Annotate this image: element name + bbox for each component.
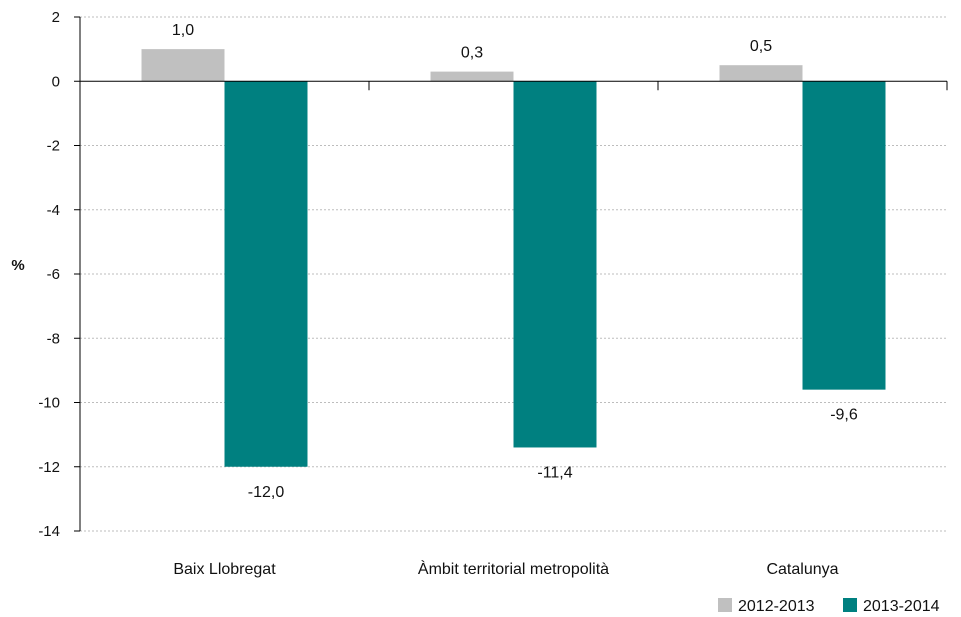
category-label: Baix Llobregat xyxy=(173,561,276,578)
data-label: 0,3 xyxy=(461,45,483,62)
legend-label: 2012-2013 xyxy=(738,598,815,615)
category-labels: Baix Llobregat Àmbit territorial metropol… xyxy=(173,559,838,578)
y-tick-label: -4 xyxy=(47,202,60,219)
bars xyxy=(141,49,886,467)
bar-2013-2014 xyxy=(513,81,597,448)
data-label: -12,0 xyxy=(248,484,285,501)
y-axis-ticks: 2 0 -2 -4 -6 -8 -10 -12 -14 xyxy=(38,9,948,540)
legend-label: 2013-2014 xyxy=(863,598,940,615)
legend-swatch xyxy=(843,598,857,612)
y-tick-label: -10 xyxy=(38,395,60,412)
bar-2012-2013 xyxy=(719,65,803,82)
y-axis-label: % xyxy=(11,257,24,274)
data-label: -9,6 xyxy=(830,407,858,424)
category-label: Àmbit territorial metropolità xyxy=(418,559,609,578)
y-tick-label: -6 xyxy=(47,266,60,283)
bar-2012-2013 xyxy=(430,71,514,82)
bar-2013-2014 xyxy=(224,81,308,467)
y-tick-label: -2 xyxy=(47,138,60,155)
data-label: 1,0 xyxy=(172,22,194,39)
legend-swatch xyxy=(718,598,732,612)
legend: 2012-2013 2013-2014 xyxy=(718,598,940,615)
y-tick-label: 2 xyxy=(52,9,60,26)
y-tick-label: -8 xyxy=(47,330,60,347)
y-tick-label: -12 xyxy=(38,459,60,476)
bar-2012-2013 xyxy=(141,49,225,82)
y-tick-label: 0 xyxy=(52,73,60,90)
data-label: -11,4 xyxy=(537,464,572,481)
y-tick-label: -14 xyxy=(38,523,60,540)
data-label: 0,5 xyxy=(750,38,772,55)
category-label: Catalunya xyxy=(766,561,838,578)
bar-2013-2014 xyxy=(802,81,886,390)
data-labels: 1,0 0,3 0,5 -12,0 -11,4 -9,6 xyxy=(172,22,858,501)
